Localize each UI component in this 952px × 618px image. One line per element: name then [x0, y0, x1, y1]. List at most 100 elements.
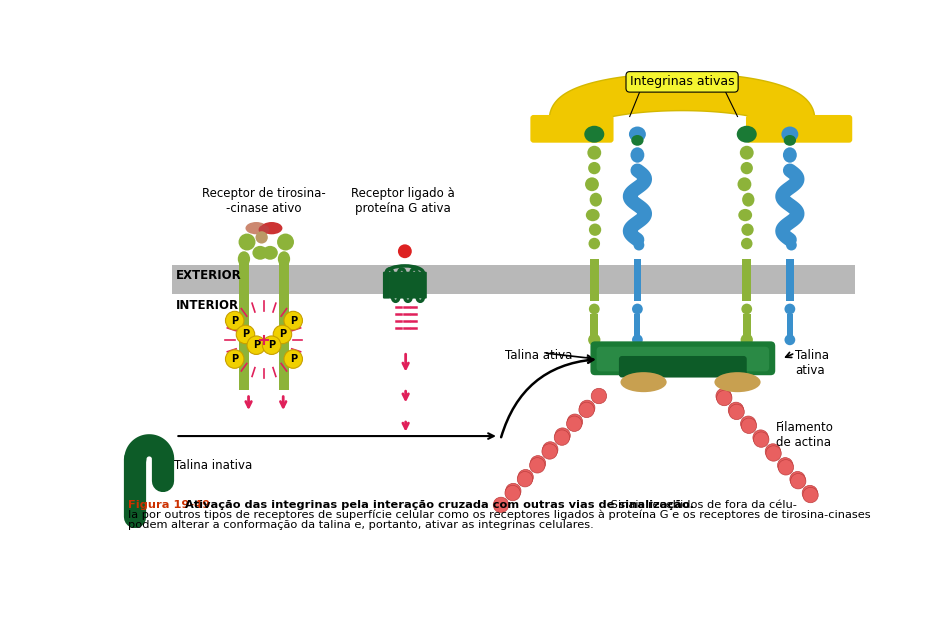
- FancyBboxPatch shape: [590, 341, 774, 375]
- Ellipse shape: [262, 246, 278, 260]
- Ellipse shape: [252, 246, 268, 260]
- Text: podem alterar a conformação da talina e, portanto, ativar as integrinas celulare: podem alterar a conformação da talina e,…: [128, 520, 593, 530]
- Text: EXTERIOR: EXTERIOR: [175, 269, 241, 282]
- Ellipse shape: [238, 234, 255, 250]
- Bar: [279, 259, 288, 390]
- Circle shape: [517, 472, 532, 487]
- Ellipse shape: [620, 372, 666, 392]
- Circle shape: [740, 416, 755, 431]
- FancyBboxPatch shape: [413, 272, 420, 298]
- Ellipse shape: [737, 177, 750, 191]
- Ellipse shape: [588, 303, 599, 315]
- Circle shape: [255, 231, 268, 243]
- Ellipse shape: [278, 252, 289, 266]
- Circle shape: [542, 444, 557, 459]
- Ellipse shape: [589, 193, 602, 206]
- FancyBboxPatch shape: [383, 272, 389, 298]
- Bar: [743, 315, 750, 336]
- Text: P: P: [231, 316, 238, 326]
- Circle shape: [777, 457, 792, 473]
- Text: Filamento
de actina: Filamento de actina: [775, 420, 833, 449]
- Ellipse shape: [742, 193, 754, 206]
- Circle shape: [529, 455, 545, 471]
- Circle shape: [715, 388, 730, 404]
- Ellipse shape: [785, 240, 796, 250]
- Ellipse shape: [741, 238, 752, 249]
- Circle shape: [579, 400, 594, 415]
- Text: Integrinas ativas: Integrinas ativas: [629, 75, 734, 88]
- Circle shape: [529, 457, 545, 473]
- Ellipse shape: [261, 222, 282, 234]
- Ellipse shape: [783, 334, 794, 345]
- FancyBboxPatch shape: [395, 272, 402, 298]
- Circle shape: [284, 350, 302, 368]
- Text: P: P: [231, 354, 238, 364]
- Text: la por outros tipos de receptores de superfície celular como os receptores ligad: la por outros tipos de receptores de sup…: [128, 510, 869, 520]
- FancyBboxPatch shape: [420, 272, 426, 298]
- Ellipse shape: [588, 224, 601, 236]
- Circle shape: [741, 418, 756, 433]
- Circle shape: [506, 483, 521, 499]
- Text: P: P: [289, 354, 296, 364]
- Text: Sinais recebidos de fora da célu-: Sinais recebidos de fora da célu-: [606, 500, 797, 510]
- Circle shape: [753, 432, 768, 447]
- Text: P: P: [279, 329, 286, 339]
- Ellipse shape: [630, 135, 643, 146]
- Text: P: P: [268, 340, 275, 350]
- Ellipse shape: [783, 303, 794, 315]
- Ellipse shape: [585, 177, 598, 191]
- Bar: [171, 265, 855, 294]
- Ellipse shape: [238, 252, 249, 266]
- Text: Receptor de tirosina-
-cinase ativo: Receptor de tirosina- -cinase ativo: [202, 187, 326, 215]
- Circle shape: [236, 325, 254, 344]
- Ellipse shape: [739, 146, 753, 159]
- Bar: [742, 259, 750, 302]
- Bar: [590, 315, 598, 336]
- Circle shape: [578, 402, 594, 418]
- Circle shape: [802, 485, 817, 501]
- Circle shape: [262, 336, 281, 355]
- Ellipse shape: [740, 162, 752, 174]
- FancyBboxPatch shape: [388, 272, 396, 298]
- Ellipse shape: [631, 303, 642, 315]
- Ellipse shape: [633, 240, 644, 250]
- Ellipse shape: [741, 303, 751, 315]
- Ellipse shape: [584, 125, 604, 143]
- Ellipse shape: [586, 146, 601, 159]
- Ellipse shape: [736, 125, 756, 143]
- Circle shape: [716, 391, 731, 406]
- FancyBboxPatch shape: [530, 115, 613, 143]
- Ellipse shape: [587, 162, 600, 174]
- Text: Talina ativa: Talina ativa: [505, 349, 572, 362]
- FancyBboxPatch shape: [596, 347, 768, 371]
- Ellipse shape: [587, 334, 600, 346]
- Bar: [589, 259, 598, 302]
- Circle shape: [284, 311, 302, 330]
- Bar: [786, 315, 792, 336]
- Circle shape: [802, 488, 818, 502]
- Circle shape: [226, 350, 244, 368]
- Circle shape: [778, 460, 793, 475]
- Ellipse shape: [783, 147, 796, 163]
- Circle shape: [517, 470, 533, 485]
- Circle shape: [752, 430, 767, 446]
- Bar: [634, 315, 640, 336]
- Circle shape: [728, 404, 744, 420]
- Ellipse shape: [631, 334, 642, 345]
- Circle shape: [226, 311, 244, 330]
- Ellipse shape: [781, 127, 798, 142]
- Circle shape: [789, 473, 805, 489]
- Circle shape: [493, 497, 508, 512]
- Text: P: P: [289, 316, 296, 326]
- Ellipse shape: [628, 127, 645, 142]
- Ellipse shape: [741, 224, 753, 236]
- FancyBboxPatch shape: [745, 115, 851, 143]
- FancyBboxPatch shape: [618, 356, 746, 378]
- Ellipse shape: [738, 209, 751, 221]
- Ellipse shape: [246, 222, 267, 234]
- Text: Figura 19-49: Figura 19-49: [128, 500, 218, 510]
- Circle shape: [542, 442, 557, 457]
- Circle shape: [566, 416, 582, 431]
- Bar: [785, 259, 793, 302]
- Circle shape: [590, 388, 606, 404]
